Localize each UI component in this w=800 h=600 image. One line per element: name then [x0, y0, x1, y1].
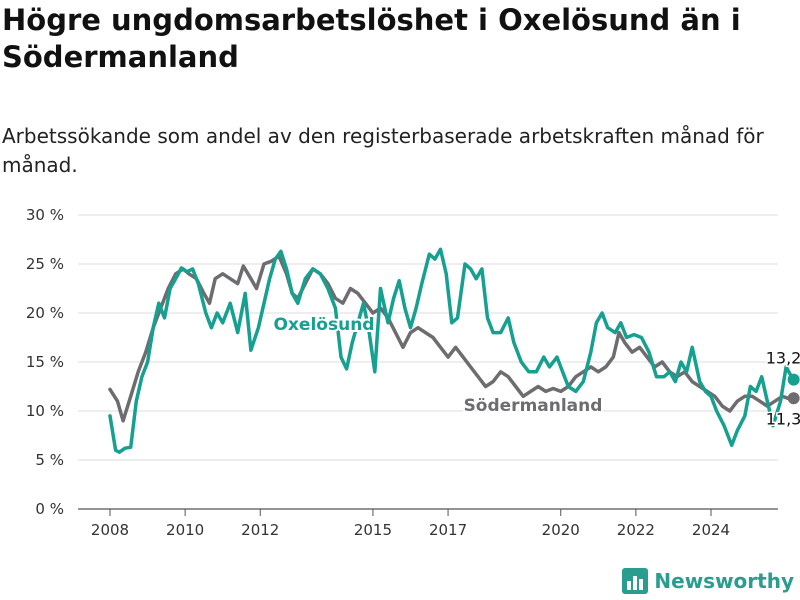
x-tick-label: 2024: [692, 521, 730, 539]
series-name-södermanland: Södermanland: [464, 396, 603, 416]
x-tick-label: 2012: [241, 521, 279, 539]
end-point-oxelösund: [787, 373, 800, 386]
brand-name: Newsworthy: [654, 569, 794, 593]
y-tick-label: 15 %: [26, 353, 64, 371]
newsworthy-logo: Newsworthy: [622, 568, 794, 594]
chart-subtitle: Arbetssökande som andel av den registerb…: [2, 124, 764, 177]
x-tick-label: 2008: [91, 521, 129, 539]
y-tick-label: 0 %: [35, 500, 64, 518]
end-point-södermanland: [787, 392, 800, 405]
end-value-label-oxelösund: 13,2 %: [766, 349, 800, 368]
x-tick-label: 2020: [542, 521, 580, 539]
end-value-label-södermanland: 11,3 %: [766, 409, 800, 428]
series-line-södermanland: [108, 254, 796, 423]
series-lines: [108, 247, 796, 454]
y-axis: 0 % 5 % 10 % 15 % 20 % 25 % 30 %: [26, 206, 64, 518]
x-tick-label: 2010: [166, 521, 204, 539]
y-tick-label: 10 %: [26, 402, 64, 420]
y-tick-label: 25 %: [26, 255, 64, 273]
bar-chart-logo-icon: [622, 568, 649, 594]
series-labels: 13,2 % 11,3 % Oxelösund Södermanland: [272, 313, 800, 430]
chart-title: Högre ungdomsarbetslöshet i Oxelösund än…: [2, 3, 741, 74]
x-tick-label: 2017: [429, 521, 467, 539]
x-axis: 2008 2010 2012 2015 2017 2020 2022 2024: [91, 509, 730, 539]
series-name-oxelösund: Oxelösund: [274, 315, 375, 335]
x-tick-label: 2015: [354, 521, 392, 539]
x-tick-label: 2022: [617, 521, 655, 539]
series-line-oxelösund: [108, 247, 796, 454]
y-tick-label: 20 %: [26, 304, 64, 322]
y-tick-label: 30 %: [26, 206, 64, 224]
y-tick-label: 5 %: [35, 451, 64, 469]
